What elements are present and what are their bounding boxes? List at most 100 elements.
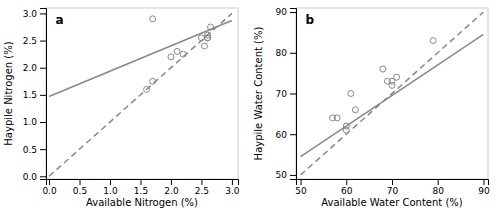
tick: 80 bbox=[276, 48, 296, 58]
point bbox=[352, 107, 358, 113]
tick-mark bbox=[290, 12, 296, 13]
tick: 1.0 bbox=[23, 117, 46, 127]
tick-label: 0.5 bbox=[73, 186, 87, 196]
tick-label: 90 bbox=[276, 7, 288, 17]
tick: 2.5 bbox=[195, 179, 209, 196]
y-axis: 50 60 70 80 90 bbox=[276, 7, 297, 180]
tick-mark bbox=[40, 41, 46, 42]
tick-label: 2.5 bbox=[23, 36, 37, 46]
point bbox=[394, 74, 400, 80]
point bbox=[389, 82, 395, 88]
panel-label: b bbox=[306, 13, 315, 27]
tick-mark bbox=[290, 175, 296, 176]
tick: 50 bbox=[295, 179, 307, 196]
tick-label: 2.5 bbox=[195, 186, 209, 196]
tick-mark bbox=[110, 179, 111, 185]
point bbox=[205, 35, 211, 41]
tick-label: 70 bbox=[276, 89, 288, 99]
y-axis-title: Haypile Nitrogen (%) bbox=[3, 41, 14, 145]
point bbox=[144, 86, 150, 92]
tick: 70 bbox=[387, 179, 399, 196]
point bbox=[150, 16, 156, 22]
tick-label: 50 bbox=[295, 186, 307, 196]
axis-line bbox=[290, 9, 297, 180]
tick-mark bbox=[40, 13, 46, 14]
axis-line bbox=[40, 9, 47, 180]
tick-mark bbox=[40, 149, 46, 150]
plot-frame bbox=[46, 8, 238, 179]
x-axis-title: Available Water Content (%) bbox=[321, 197, 463, 208]
tick-mark bbox=[40, 176, 46, 177]
tick: 70 bbox=[276, 89, 296, 99]
tick-mark bbox=[80, 179, 81, 185]
tick-mark bbox=[392, 179, 393, 185]
axis-line bbox=[297, 180, 489, 186]
tick-mark bbox=[171, 179, 172, 185]
tick-label: 70 bbox=[387, 186, 399, 196]
point bbox=[334, 115, 340, 121]
tick-label: 60 bbox=[341, 186, 353, 196]
point bbox=[150, 78, 156, 84]
tick: 1.0 bbox=[103, 179, 118, 196]
tick: 1.5 bbox=[23, 90, 46, 100]
y-axis: 0.0 0.5 1.0 1.5 2.0 2.5 3.0 bbox=[23, 9, 47, 182]
point bbox=[430, 38, 436, 44]
tick-mark bbox=[232, 179, 233, 185]
tick: 2.0 bbox=[23, 63, 46, 73]
tick-label: 0.5 bbox=[23, 145, 37, 155]
regression-line bbox=[301, 34, 484, 156]
point bbox=[174, 48, 180, 54]
tick-mark bbox=[40, 122, 46, 123]
tick-label: 90 bbox=[478, 186, 490, 196]
x-axis: 0.0 0.5 1.0 1.5 2.0 2.5 3.0 bbox=[42, 179, 239, 196]
x-axis-title: Available Nitrogen (%) bbox=[86, 197, 198, 208]
tick-label: 60 bbox=[276, 130, 288, 140]
tick-mark bbox=[40, 68, 46, 69]
tick-label: 50 bbox=[276, 170, 288, 180]
identity-line bbox=[301, 12, 484, 175]
regression-line bbox=[49, 20, 232, 96]
tick-mark bbox=[140, 179, 141, 185]
tick-label: 2.0 bbox=[164, 186, 179, 196]
tick-label: 1.0 bbox=[103, 186, 118, 196]
tick: 0.0 bbox=[23, 172, 46, 182]
tick: 0.5 bbox=[23, 145, 46, 155]
tick-label: 3.0 bbox=[23, 9, 38, 19]
tick-label: 0.0 bbox=[42, 186, 57, 196]
tick-mark bbox=[40, 95, 46, 96]
point bbox=[168, 54, 174, 60]
panel-label: a bbox=[56, 13, 64, 27]
tick: 90 bbox=[478, 179, 490, 196]
axis-line bbox=[47, 180, 239, 186]
tick: 90 bbox=[276, 7, 296, 17]
tick: 3.0 bbox=[23, 9, 46, 19]
tick-label: 0.0 bbox=[23, 172, 38, 182]
tick-label: 1.5 bbox=[23, 90, 37, 100]
tick: 1.5 bbox=[134, 179, 148, 196]
plot-area bbox=[301, 12, 484, 175]
tick-mark bbox=[438, 179, 439, 185]
tick: 0.0 bbox=[42, 179, 57, 196]
tick-mark bbox=[290, 94, 296, 95]
tick-mark bbox=[49, 179, 50, 185]
point bbox=[198, 35, 204, 41]
point bbox=[380, 66, 386, 72]
point bbox=[348, 91, 354, 97]
point bbox=[208, 24, 214, 30]
tick-label: 1.0 bbox=[23, 117, 38, 127]
identity-line bbox=[49, 13, 232, 176]
tick-mark bbox=[346, 179, 347, 185]
tick-label: 80 bbox=[276, 48, 288, 58]
panel: 50 60 70 80 90 50 60 70 80 90 b Available Water Con… bbox=[253, 7, 490, 208]
chart-svg: 0.0 0.5 1.0 1.5 2.0 2.5 3.0 0.0 0.5 1.0 1.5 2.0 2.5 3… bbox=[0, 0, 500, 211]
tick: 2.0 bbox=[164, 179, 179, 196]
point bbox=[201, 43, 207, 49]
plot-area bbox=[49, 13, 232, 176]
tick: 80 bbox=[432, 179, 444, 196]
tick-label: 2.0 bbox=[23, 63, 38, 73]
tick-mark bbox=[483, 179, 484, 185]
tick-mark bbox=[301, 179, 302, 185]
point bbox=[180, 51, 186, 57]
tick-mark bbox=[290, 134, 296, 135]
tick: 3.0 bbox=[225, 179, 240, 196]
